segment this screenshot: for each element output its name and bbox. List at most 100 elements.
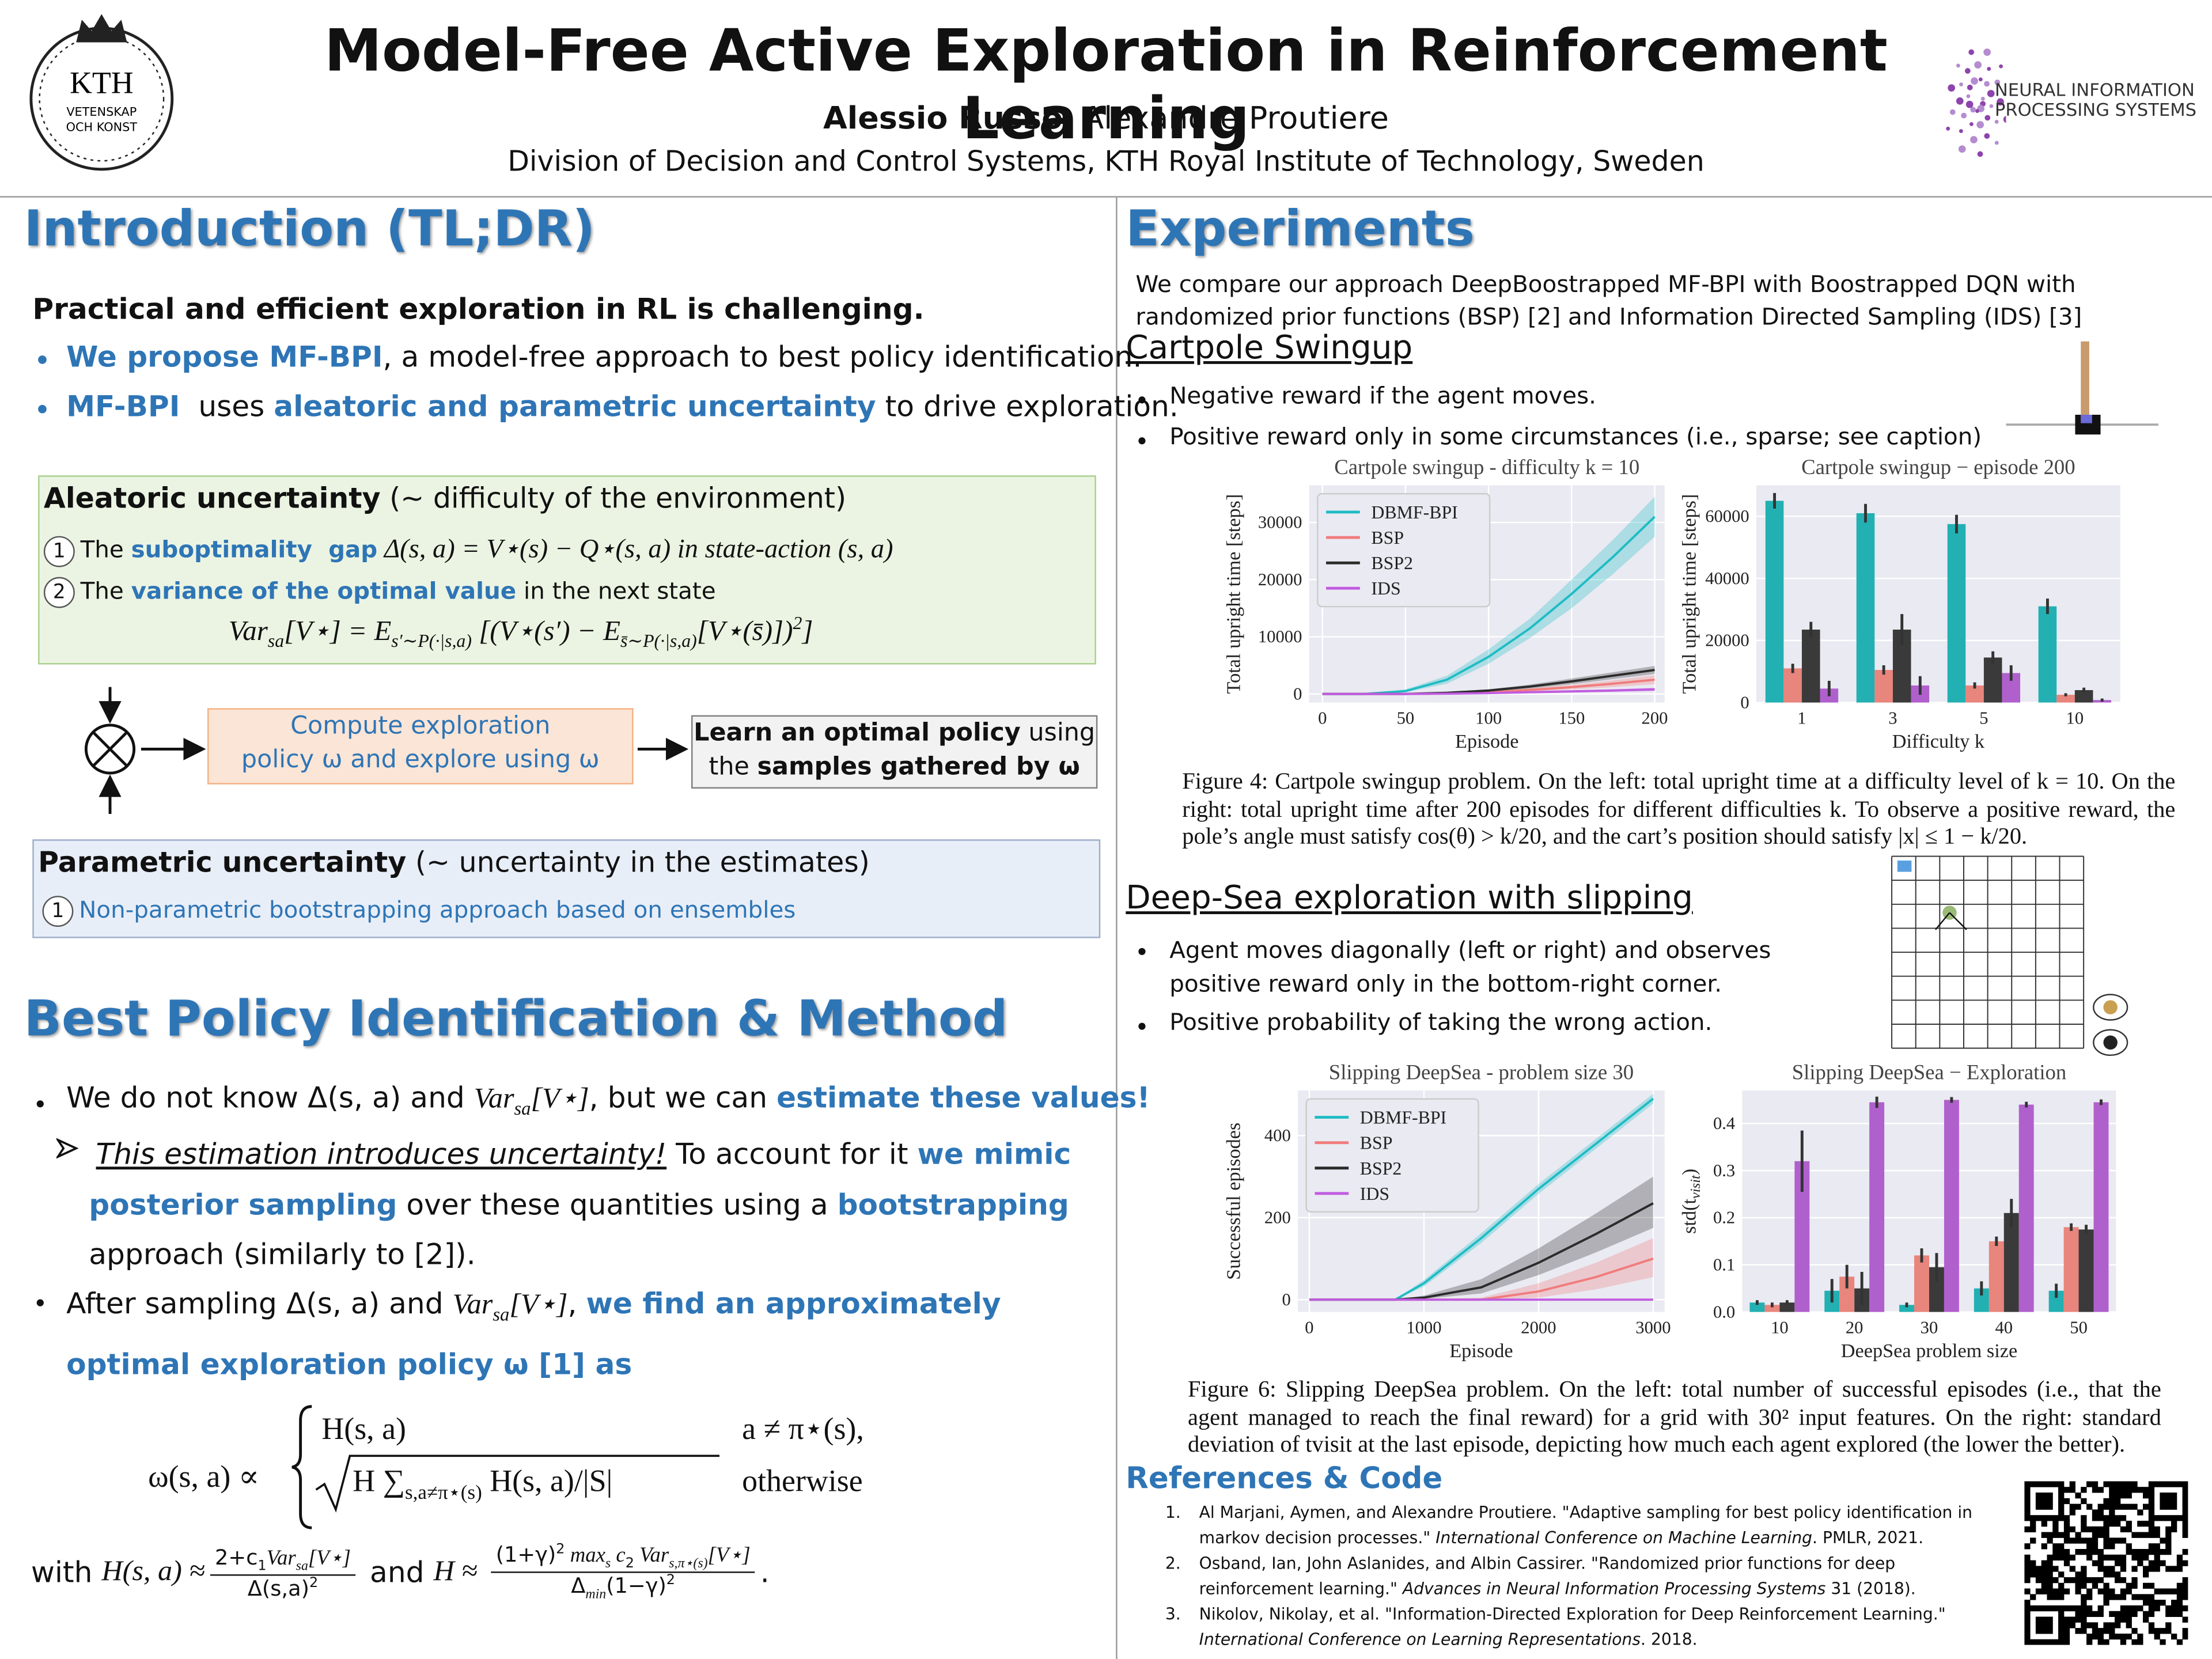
qr-module xyxy=(2154,1600,2160,1606)
qr-module xyxy=(2024,1639,2031,1645)
box-item: 1 The suboptimality gap Δ(s, a) = V⋆(s) −… xyxy=(43,533,893,567)
qr-module xyxy=(2154,1481,2160,1487)
qr-module xyxy=(2120,1487,2127,1493)
x-tick-label: 100 xyxy=(1475,708,1502,728)
agent-icon xyxy=(1897,860,1912,872)
qr-module xyxy=(2154,1628,2160,1634)
qr-module xyxy=(2058,1481,2065,1487)
bar xyxy=(2038,606,2057,703)
qr-module xyxy=(2115,1493,2121,1499)
qr-module xyxy=(2176,1605,2183,1612)
qr-module xyxy=(2103,1554,2109,1561)
qr-module xyxy=(2143,1503,2149,1510)
bar xyxy=(1749,1302,1765,1312)
logo-dot xyxy=(1989,104,1994,108)
penalty-icon xyxy=(2103,1035,2118,1050)
text-span: 1 xyxy=(257,1558,267,1574)
bar xyxy=(1869,1102,1885,1312)
logo-dot xyxy=(1987,67,1991,71)
text-span: Var xyxy=(266,1547,296,1570)
y-tick-label: 400 xyxy=(1264,1126,1291,1145)
logo-dot xyxy=(1994,141,1999,145)
text-span: sa xyxy=(267,630,285,652)
qr-module xyxy=(2143,1548,2149,1555)
qr-module xyxy=(2081,1622,2087,1628)
text-span: 2 xyxy=(793,612,802,634)
qr-module xyxy=(2171,1600,2177,1606)
qr-module xyxy=(2063,1537,2070,1544)
qr-module xyxy=(2148,1532,2155,1538)
box-item: 2 The variance of the optimal value in th… xyxy=(43,577,716,608)
qr-module xyxy=(2075,1616,2081,1623)
subsection-heading: Cartpole Swingup xyxy=(1126,330,1413,367)
text-span: Aleatoric uncertainty xyxy=(43,481,381,515)
qr-module xyxy=(2052,1521,2059,1527)
qr-module xyxy=(2047,1498,2053,1505)
qr-module xyxy=(2137,1509,2143,1516)
qr-module xyxy=(2160,1515,2166,1521)
legend-box xyxy=(1317,493,1491,608)
qr-module xyxy=(2165,1493,2172,1499)
qr-module xyxy=(2052,1515,2059,1521)
qr-module xyxy=(2154,1554,2160,1561)
qr-module xyxy=(2160,1481,2166,1487)
text-span: Parametric uncertainty xyxy=(38,844,407,879)
reference-number: 1. xyxy=(1165,1502,1181,1522)
qr-module xyxy=(2047,1622,2053,1628)
qr-module xyxy=(2024,1628,2031,1634)
qr-module xyxy=(2052,1594,2059,1600)
logo-ring xyxy=(39,36,165,162)
qr-module xyxy=(2154,1548,2160,1555)
qr-module xyxy=(2148,1487,2155,1493)
qr-module xyxy=(2097,1503,2104,1510)
x-tick-label: 50 xyxy=(1397,708,1415,728)
text-span: , xyxy=(567,1286,586,1321)
qr-module xyxy=(2081,1582,2087,1589)
qr-module xyxy=(2154,1588,2160,1594)
qr-module xyxy=(2075,1582,2081,1589)
decoration xyxy=(56,1138,79,1159)
qr-module xyxy=(2081,1537,2087,1544)
x-tick-label: 10 xyxy=(2066,708,2084,728)
qr-module xyxy=(2137,1633,2143,1640)
experiments-intro: We compare our approach DeepBoostrapped … xyxy=(1135,271,2082,331)
qr-module xyxy=(2115,1521,2121,1527)
qr-module xyxy=(2103,1594,2109,1600)
qr-module xyxy=(2075,1588,2081,1594)
qr-module xyxy=(2160,1628,2166,1634)
poster-title: Model-Free Active Exploration in Reinfor… xyxy=(324,17,1888,153)
qr-module xyxy=(2165,1503,2172,1510)
text-span: Non-parametric bootstrapping approach ba… xyxy=(79,896,796,923)
y-tick-label: 20000 xyxy=(1258,570,1302,589)
qr-module xyxy=(2109,1628,2115,1634)
qr-module xyxy=(2041,1622,2047,1628)
qr-module xyxy=(2109,1554,2115,1561)
qr-module xyxy=(2120,1526,2127,1533)
qr-module xyxy=(2182,1503,2188,1510)
qr-module xyxy=(2058,1622,2065,1628)
qr-module xyxy=(2063,1498,2070,1505)
qr-module xyxy=(2143,1554,2149,1561)
qr-module xyxy=(2075,1548,2081,1555)
qr-module xyxy=(2069,1481,2075,1487)
logo-dot xyxy=(1983,48,1991,56)
qr-module xyxy=(2160,1560,2166,1566)
logo-dot xyxy=(1969,122,1974,126)
logo-dot xyxy=(1999,64,2003,69)
text-span: Var xyxy=(634,1544,669,1567)
qr-module xyxy=(2052,1605,2059,1612)
reference-text: . 2018. xyxy=(1641,1629,1698,1649)
qr-module xyxy=(2041,1616,2047,1623)
text-span: Δ xyxy=(571,1573,586,1599)
qr-module xyxy=(2148,1560,2155,1566)
y-tick-label: 30000 xyxy=(1258,513,1302,532)
qr-module xyxy=(2171,1481,2177,1487)
qr-module xyxy=(2143,1493,2149,1499)
qr-module xyxy=(2120,1605,2127,1612)
qr-module xyxy=(2115,1611,2121,1618)
qr-module xyxy=(2092,1537,2099,1544)
qr-module xyxy=(2126,1481,2132,1487)
qr-module xyxy=(2058,1498,2065,1505)
qr-module xyxy=(2092,1515,2099,1521)
y-axis-label-sub: visit xyxy=(1688,1175,1703,1199)
